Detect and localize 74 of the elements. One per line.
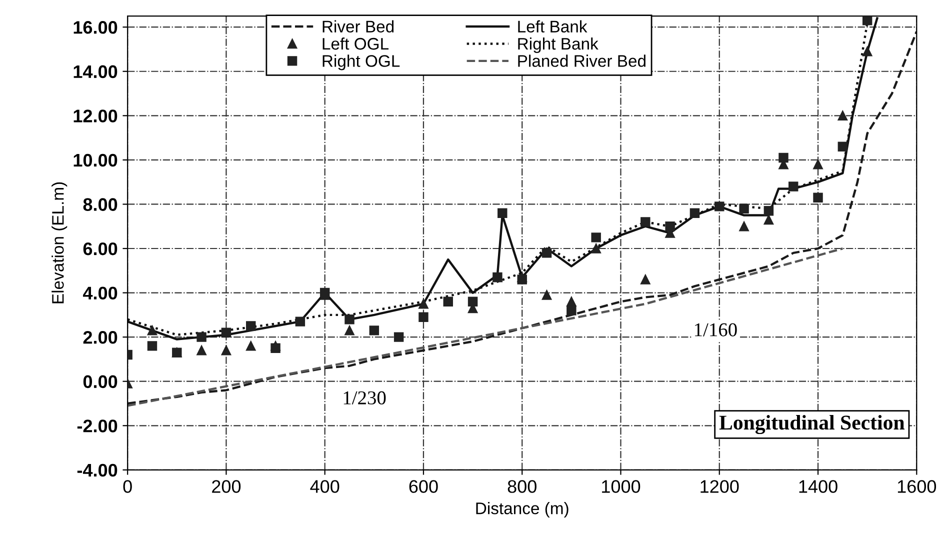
point bbox=[418, 312, 428, 322]
point bbox=[591, 232, 601, 242]
x-tick-label: 0 bbox=[123, 480, 132, 493]
point bbox=[443, 296, 453, 307]
point bbox=[813, 192, 823, 202]
point bbox=[369, 326, 380, 336]
point bbox=[862, 46, 872, 56]
point bbox=[764, 206, 774, 216]
point bbox=[498, 208, 508, 218]
legend-label: Right Bank bbox=[518, 37, 598, 54]
point bbox=[295, 316, 306, 326]
point bbox=[739, 222, 749, 232]
point bbox=[468, 296, 478, 307]
point bbox=[542, 290, 552, 300]
point bbox=[690, 208, 700, 218]
point bbox=[246, 341, 256, 351]
x-tick-label: 1200 bbox=[700, 480, 739, 493]
legend-label: River Bed bbox=[322, 20, 394, 33]
point bbox=[862, 16, 872, 26]
legend-label: Left Bank bbox=[518, 20, 588, 33]
y-tick-label: 6.00 bbox=[83, 242, 118, 256]
point bbox=[418, 299, 428, 309]
x-tick-label: 600 bbox=[409, 480, 438, 493]
point bbox=[566, 306, 576, 316]
legend-label: Planed River Bed bbox=[518, 54, 646, 67]
point bbox=[344, 326, 354, 336]
point bbox=[764, 214, 774, 225]
point bbox=[838, 142, 848, 152]
y-axis-title: Elevation (EL.m) bbox=[52, 182, 68, 304]
point bbox=[221, 328, 232, 338]
legend-label: Left OGL bbox=[322, 37, 389, 50]
point bbox=[221, 345, 232, 356]
y-tick-label: 12.00 bbox=[74, 110, 118, 122]
point bbox=[517, 274, 527, 284]
point bbox=[196, 345, 206, 356]
point bbox=[344, 314, 354, 324]
y-tick-label: 8.00 bbox=[83, 198, 118, 211]
point bbox=[246, 321, 256, 331]
y-tick-label: 0.00 bbox=[83, 375, 118, 388]
y-tick-label: 2.00 bbox=[83, 331, 118, 344]
annotation: Longitudinal Section bbox=[719, 415, 905, 434]
y-tick-label: -2.00 bbox=[77, 420, 118, 432]
point bbox=[788, 182, 798, 192]
y-tick-label: -4.00 bbox=[77, 464, 118, 477]
point bbox=[147, 341, 158, 351]
y-tick-label: 16.00 bbox=[74, 21, 118, 34]
x-tick-label: 200 bbox=[212, 480, 241, 493]
point bbox=[147, 326, 158, 336]
point bbox=[270, 343, 280, 354]
point bbox=[196, 332, 206, 342]
point bbox=[542, 248, 552, 258]
y-tick-label: 4.00 bbox=[82, 286, 118, 300]
x-axis-title: Distance (m) bbox=[476, 502, 568, 518]
point bbox=[813, 160, 823, 170]
point bbox=[714, 202, 724, 212]
annotation: 1/160 bbox=[695, 323, 737, 336]
point bbox=[665, 222, 675, 232]
point bbox=[640, 217, 650, 227]
y-tick-label: 10.00 bbox=[74, 154, 118, 167]
point bbox=[739, 204, 749, 214]
x-tick-label: 1600 bbox=[898, 480, 936, 493]
point bbox=[778, 152, 788, 163]
x-tick-label: 800 bbox=[508, 480, 536, 493]
point bbox=[492, 272, 502, 282]
point bbox=[591, 244, 601, 254]
x-tick-label: 1000 bbox=[602, 480, 640, 493]
annotation: 1/230 bbox=[344, 391, 386, 404]
legend-label: Right OGL bbox=[322, 54, 400, 70]
point bbox=[838, 110, 848, 121]
point bbox=[640, 274, 650, 284]
y-tick-label: 14.00 bbox=[74, 65, 118, 78]
x-tick-label: 400 bbox=[310, 480, 340, 493]
point bbox=[394, 332, 404, 342]
x-tick-label: 1400 bbox=[799, 480, 838, 493]
